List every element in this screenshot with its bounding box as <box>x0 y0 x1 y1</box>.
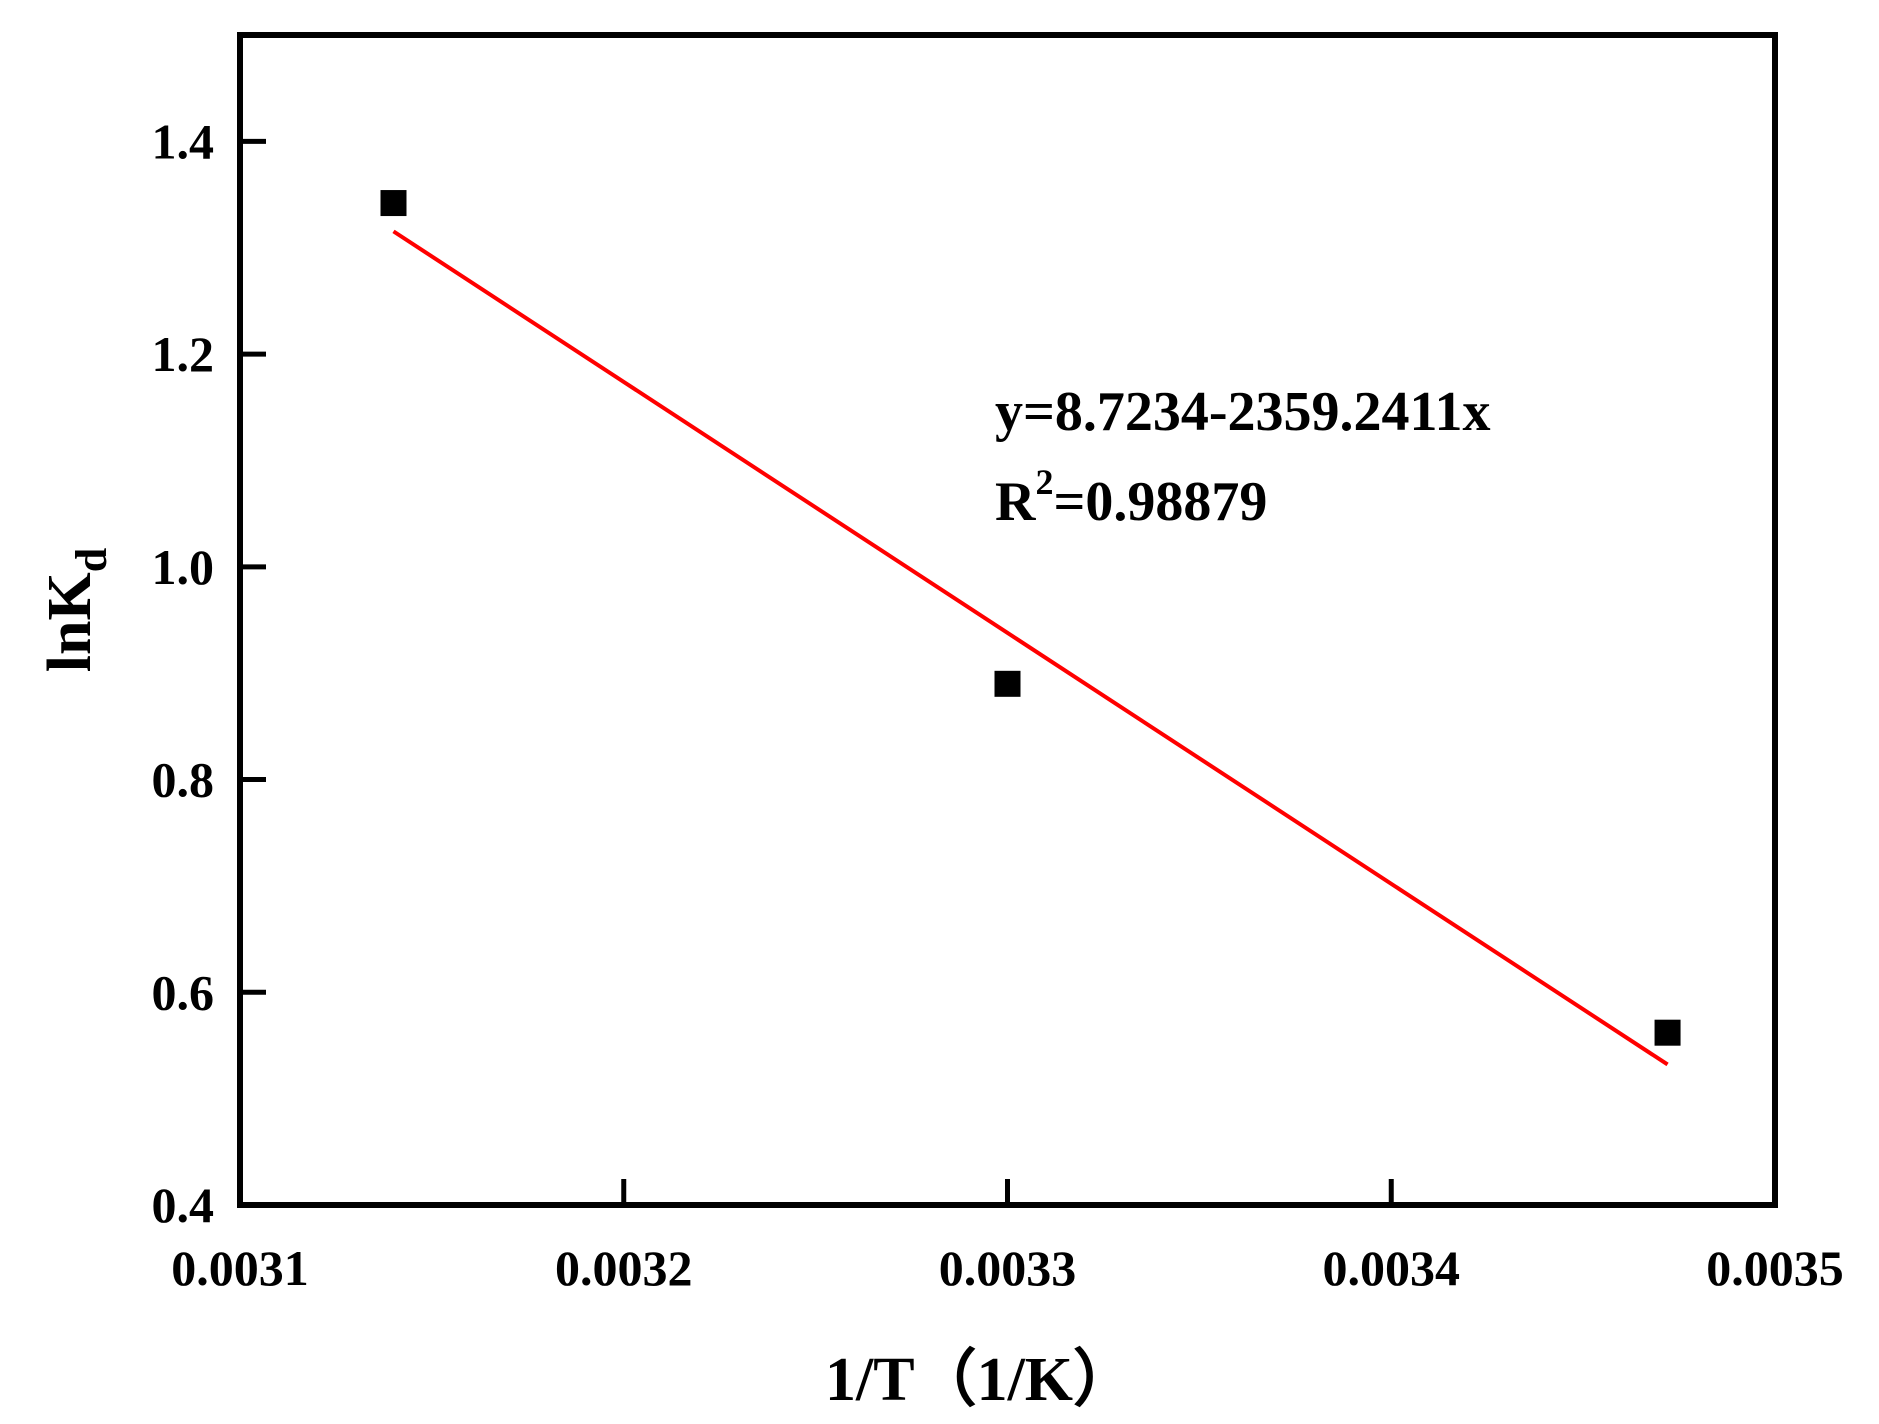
y-tick-label: 0.8 <box>152 752 215 808</box>
y-tick-label: 0.4 <box>152 1177 215 1233</box>
y-axis-title-main: lnK <box>36 572 104 672</box>
r-squared-value: =0.98879 <box>1053 471 1267 533</box>
data-layer <box>380 190 1681 1067</box>
y-axis-title: lnKd <box>36 548 116 672</box>
y-axis-title-subscript: d <box>67 548 116 572</box>
labels-layer: 0.0031 0.0032 0.0033 0.0034 0.0035 0.4 0.6 0.8 1… <box>152 113 1844 1296</box>
r-squared-prefix: R <box>995 471 1036 533</box>
x-tick-label: 0.0034 <box>1323 1240 1461 1296</box>
fit-equation: y=8.7234-2359.2411x <box>995 381 1490 443</box>
x-tick-label: 0.0032 <box>555 1240 693 1296</box>
y-tick-label: 0.6 <box>152 964 215 1020</box>
x-tick-label: 0.0035 <box>1706 1240 1844 1296</box>
fit-line <box>392 229 1669 1067</box>
x-tick-label: 0.0031 <box>171 1240 309 1296</box>
data-point <box>994 670 1021 697</box>
x-axis-title: 1/T（1/K） <box>825 1344 1135 1414</box>
data-point <box>1654 1019 1681 1046</box>
r-squared-superscript: 2 <box>1035 462 1053 502</box>
y-tick-label: 1.4 <box>152 113 215 169</box>
plot-frame <box>237 32 1778 1208</box>
r-squared-label: R2=0.98879 <box>995 462 1267 533</box>
y-tick-label: 1.0 <box>152 539 215 595</box>
data-point <box>380 190 407 217</box>
y-tick-label: 1.2 <box>152 326 215 382</box>
x-tick-label: 0.0033 <box>939 1240 1077 1296</box>
